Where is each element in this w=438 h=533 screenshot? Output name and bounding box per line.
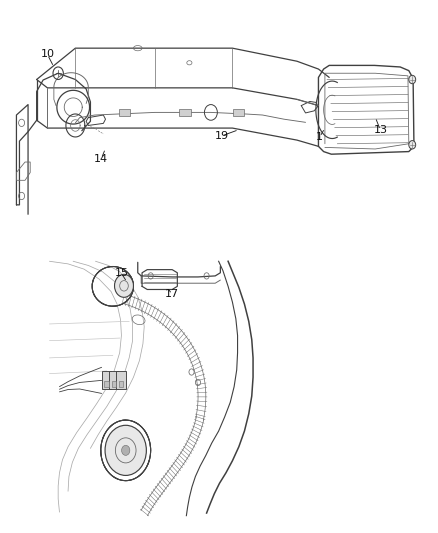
Bar xyxy=(119,382,123,386)
Circle shape xyxy=(408,75,415,84)
Text: 15: 15 xyxy=(114,268,128,278)
Bar xyxy=(101,371,111,389)
Text: 10: 10 xyxy=(40,50,54,60)
Bar xyxy=(104,382,108,386)
Bar xyxy=(119,109,130,116)
Bar xyxy=(109,371,118,389)
Bar xyxy=(111,382,116,386)
Bar xyxy=(179,109,190,116)
Circle shape xyxy=(408,141,415,149)
Bar xyxy=(233,109,244,116)
Circle shape xyxy=(105,425,146,475)
Text: 19: 19 xyxy=(214,131,228,141)
Text: 1: 1 xyxy=(315,132,322,142)
Circle shape xyxy=(121,446,130,455)
Bar xyxy=(116,371,125,389)
Text: 17: 17 xyxy=(165,289,179,299)
Text: 14: 14 xyxy=(94,154,108,164)
Circle shape xyxy=(114,274,133,297)
Text: 13: 13 xyxy=(373,125,386,135)
